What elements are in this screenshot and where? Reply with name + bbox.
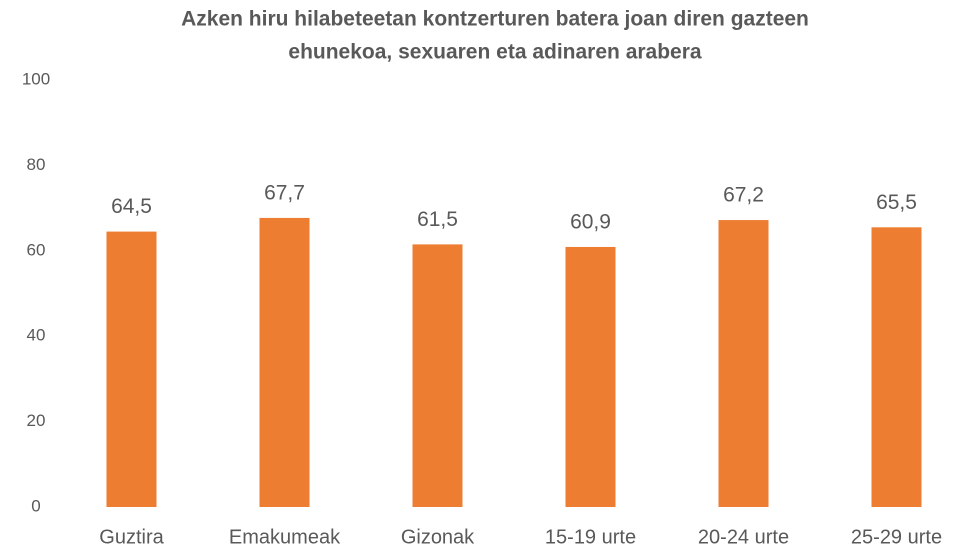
data-label: 64,5: [111, 195, 152, 218]
y-tick-label: 80: [27, 155, 46, 174]
y-tick-label: 40: [27, 326, 46, 345]
y-tick-label: 0: [31, 496, 40, 515]
bar: [259, 217, 310, 507]
chart-title: ehunekoa, sexuaren eta adinaren arabera: [288, 41, 702, 64]
bar: [718, 220, 769, 507]
bar: [565, 246, 616, 507]
data-label: 60,9: [570, 211, 611, 234]
chart-title: Azken hiru hilabeteetan kontzerturen bat…: [181, 8, 809, 31]
x-tick-label: 20-24 urte: [698, 526, 789, 548]
x-tick-label: 25-29 urte: [851, 526, 942, 548]
data-label: 61,5: [417, 208, 458, 231]
y-tick-label: 20: [27, 411, 46, 430]
data-label: 65,5: [876, 191, 917, 214]
x-tick-label: 15-19 urte: [545, 526, 636, 548]
data-label: 67,7: [264, 181, 305, 204]
y-tick-label: 100: [22, 69, 50, 88]
x-tick-label: Emakumeak: [229, 526, 341, 548]
x-tick-label: Gizonak: [401, 526, 475, 548]
data-label: 67,2: [723, 184, 764, 207]
bar: [106, 231, 157, 507]
bar: [412, 244, 463, 507]
bar: [871, 227, 922, 507]
y-tick-label: 60: [27, 240, 46, 259]
x-tick-label: Guztira: [99, 526, 164, 548]
